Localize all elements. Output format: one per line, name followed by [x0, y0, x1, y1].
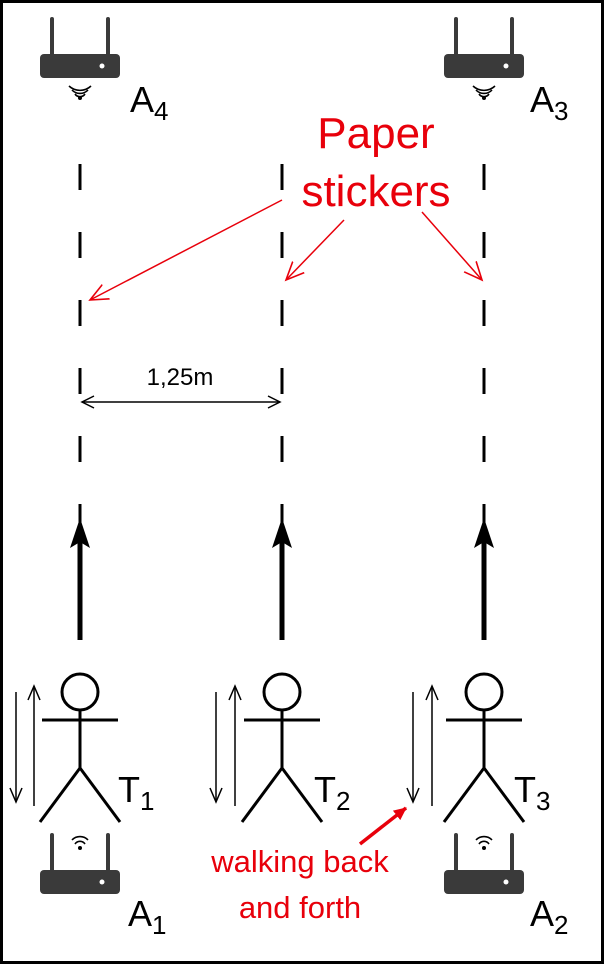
walking-label-line1: walking back [210, 844, 389, 879]
pointer-arrow-1 [90, 199, 283, 300]
arrow-up-icon [474, 518, 494, 640]
svg-text:A4: A4 [130, 79, 168, 126]
pointer-arrow-3 [421, 211, 482, 280]
walking-label-line2: and forth [239, 890, 361, 925]
person-label-t3: T [514, 769, 536, 810]
router-icon [442, 17, 526, 80]
pointer-arrow-2 [286, 219, 345, 280]
distance-label: 1,25m [147, 364, 214, 391]
wifi-signal-icon [71, 835, 89, 851]
router-icon [442, 833, 526, 896]
walking-annotation: walking back and forth [210, 806, 408, 925]
router-icon [38, 833, 122, 896]
person-label-t1: T [118, 769, 140, 810]
stickers-label-line1: Paper [317, 109, 434, 158]
router-label-a3: A [530, 79, 554, 120]
svg-text:A2: A2 [530, 893, 568, 940]
person-t2: T2 [209, 672, 350, 824]
person-label-t2: T [314, 769, 336, 810]
svg-text:T3: T3 [514, 769, 550, 816]
stickers-label-line2: stickers [301, 167, 450, 216]
router-a3: A3 [442, 17, 568, 126]
distance-measure: 1,25m [80, 364, 282, 409]
stick-figure-icon [240, 672, 324, 824]
stick-figure-icon [442, 672, 526, 824]
sticker-lines [78, 164, 486, 530]
person-sub-t3: 3 [536, 786, 550, 816]
router-sub-a2: 2 [554, 910, 568, 940]
svg-text:A1: A1 [128, 893, 166, 940]
svg-text:A3: A3 [530, 79, 568, 126]
person-t3: T3 [406, 672, 550, 824]
svg-text:T2: T2 [314, 769, 350, 816]
router-label-a1: A [128, 893, 152, 934]
wifi-signal-icon [475, 835, 493, 851]
router-a1: A1 [38, 833, 166, 940]
svg-text:T1: T1 [118, 769, 154, 816]
router-sub-a4: 4 [154, 96, 168, 126]
wifi-signal-icon [68, 85, 92, 101]
router-icon [38, 17, 122, 80]
router-label-a4: A [130, 79, 154, 120]
router-a4: A4 [38, 17, 168, 126]
direction-arrows [70, 518, 494, 640]
person-t1: T1 [9, 672, 154, 824]
router-sub-a1: 1 [152, 910, 166, 940]
person-sub-t2: 2 [336, 786, 350, 816]
walking-pointer-arrow [358, 806, 408, 846]
arrow-up-icon [70, 518, 90, 640]
wifi-signal-icon [472, 85, 496, 101]
paper-stickers-annotation: Paper stickers [90, 109, 482, 300]
person-sub-t1: 1 [140, 786, 154, 816]
router-a2: A2 [442, 833, 568, 940]
router-label-a2: A [530, 893, 554, 934]
stick-figure-icon [38, 672, 122, 824]
router-sub-a3: 3 [554, 96, 568, 126]
arrow-up-icon [272, 518, 292, 640]
